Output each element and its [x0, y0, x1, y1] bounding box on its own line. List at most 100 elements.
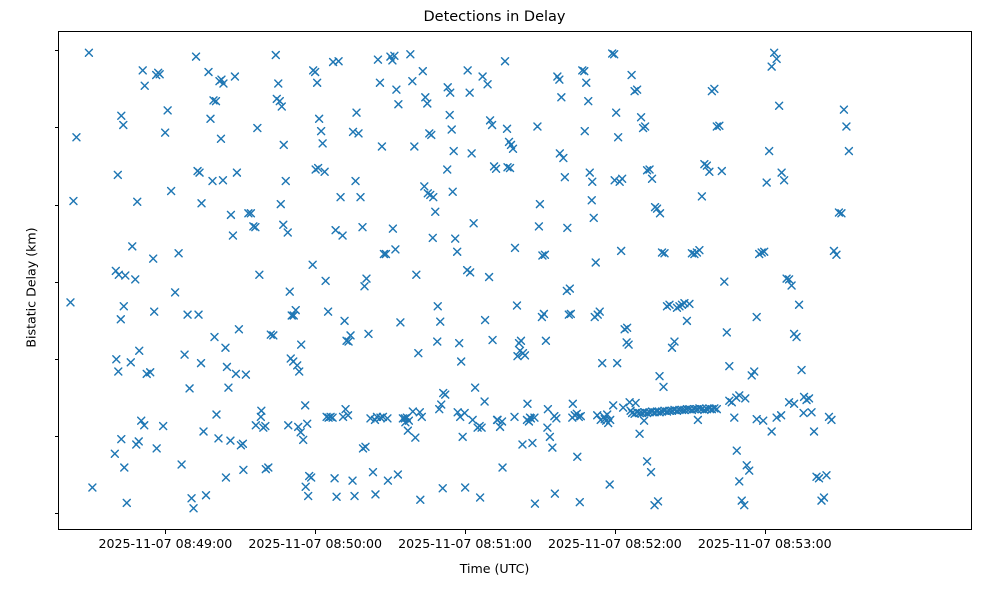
scatter-marker — [328, 413, 337, 422]
scatter-marker — [460, 483, 470, 492]
scatter-marker — [308, 260, 317, 269]
scatter-marker — [201, 490, 211, 500]
scatter-marker — [326, 412, 335, 422]
scatter-marker — [279, 220, 288, 230]
scatter-marker — [502, 124, 512, 133]
scatter-marker — [238, 439, 248, 448]
scatter-marker — [557, 93, 566, 102]
scatter-marker — [194, 310, 203, 319]
scatter-marker — [548, 443, 557, 452]
scatter-marker — [697, 192, 707, 201]
scatter-marker — [534, 222, 544, 231]
scatter-marker — [488, 335, 497, 345]
scatter-marker — [458, 432, 467, 442]
scatter-marker — [221, 473, 231, 482]
scatter-marker — [659, 382, 668, 392]
y-tick-mark — [54, 358, 59, 360]
scatter-marker — [388, 56, 397, 65]
scatter-marker — [321, 276, 330, 286]
scatter-marker — [562, 286, 572, 296]
scatter-marker — [332, 492, 341, 501]
scatter-marker — [226, 436, 235, 445]
scatter-marker — [712, 122, 722, 131]
scatter-marker — [433, 302, 442, 311]
scatter-marker — [498, 463, 507, 472]
scatter-marker — [510, 412, 519, 422]
scatter-marker — [423, 99, 432, 108]
y-tick-mark — [54, 435, 59, 437]
scatter-marker — [779, 176, 789, 185]
scatter-marker — [609, 50, 619, 59]
scatter-marker — [500, 56, 510, 66]
scatter-marker — [642, 408, 652, 418]
scatter-marker — [456, 357, 466, 366]
scatter-marker — [351, 176, 360, 186]
scatter-marker — [330, 474, 339, 483]
scatter-marker — [421, 93, 430, 102]
scatter-marker — [246, 209, 256, 218]
scatter-marker — [645, 165, 654, 174]
scatter-marker — [174, 249, 183, 258]
scatter-marker — [584, 96, 593, 106]
scatter-marker — [670, 337, 679, 346]
scatter-marker — [116, 315, 126, 324]
scatter-marker — [518, 440, 527, 449]
x-tick-label: 2025-11-07 08:52:00 — [548, 536, 682, 551]
scatter-marker — [314, 114, 324, 124]
scatter-marker — [447, 125, 456, 134]
scatter-marker — [646, 467, 656, 477]
scatter-marker — [226, 210, 236, 220]
scatter-marker — [148, 254, 158, 263]
scatter-marker — [417, 412, 427, 422]
scatter-marker — [611, 108, 621, 117]
x-tick-mark — [614, 530, 616, 534]
scatter-marker — [336, 192, 345, 202]
scatter-marker — [608, 401, 618, 410]
scatter-marker — [72, 133, 81, 142]
scatter-marker — [588, 177, 597, 186]
scatter-marker — [491, 164, 501, 173]
scatter-marker — [624, 340, 633, 349]
scatter-marker — [196, 358, 206, 368]
scatter-marker — [284, 421, 293, 430]
scatter-marker — [416, 495, 425, 505]
scatter-series — [66, 48, 854, 513]
scatter-marker — [612, 358, 622, 368]
scatter-marker — [492, 415, 502, 425]
scatter-marker — [361, 442, 370, 452]
scatter-marker — [256, 412, 266, 422]
y-tick-mark — [54, 127, 59, 129]
scatter-marker — [480, 397, 489, 406]
scatter-marker — [607, 49, 617, 58]
scatter-marker — [381, 249, 391, 259]
scatter-marker — [631, 398, 640, 408]
scatter-marker — [575, 497, 585, 507]
scatter-marker — [782, 274, 791, 283]
scatter-marker — [149, 307, 159, 316]
scatter-marker — [523, 399, 532, 409]
scatter-marker — [700, 405, 709, 415]
scatter-marker — [348, 476, 357, 485]
scatter-marker — [373, 55, 383, 64]
scatter-marker — [112, 355, 121, 364]
scatter-marker — [364, 329, 373, 339]
scatter-marker — [126, 358, 135, 367]
scatter-marker — [747, 371, 756, 380]
scatter-marker — [187, 494, 196, 503]
scatter-marker — [234, 325, 244, 334]
scatter-marker — [140, 421, 149, 430]
scatter-marker — [732, 446, 741, 455]
scatter-marker — [454, 338, 464, 348]
scatter-marker — [166, 186, 176, 196]
y-tick-mark — [54, 204, 59, 206]
scatter-marker — [837, 209, 846, 218]
scatter-marker — [69, 196, 78, 206]
scatter-marker — [274, 79, 283, 88]
scatter-marker — [452, 247, 462, 256]
scatter-marker — [613, 133, 623, 142]
scatter-marker — [539, 309, 549, 319]
scatter-marker — [155, 70, 164, 79]
scatter-marker — [555, 149, 565, 158]
scatter-marker — [807, 408, 816, 417]
scatter-marker — [533, 122, 542, 131]
